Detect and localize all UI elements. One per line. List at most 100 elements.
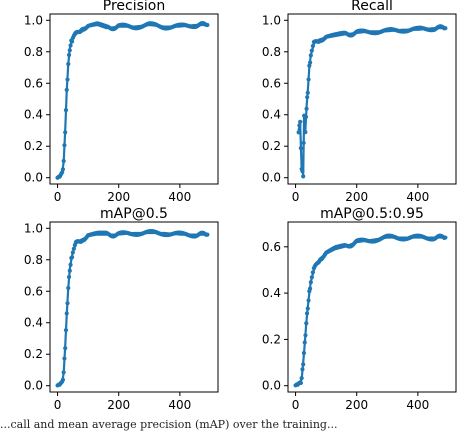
data-point — [63, 346, 68, 351]
data-point — [310, 43, 315, 49]
data-point — [205, 22, 210, 28]
data-point — [68, 43, 73, 48]
data-point — [70, 250, 75, 255]
x-tick-label: 200 — [107, 190, 130, 204]
series-line — [57, 231, 208, 387]
y-tick-label: 0.6 — [24, 76, 43, 90]
x-tick-label: 200 — [107, 398, 130, 412]
data-point — [310, 270, 315, 275]
y-tick-label: 0.6 — [262, 76, 281, 90]
data-point — [443, 235, 448, 240]
y-tick-label: 0.4 — [24, 108, 43, 122]
y-tick-label: 0.4 — [262, 286, 281, 300]
data-point — [297, 123, 302, 128]
data-point — [303, 130, 308, 135]
x-tick-label: 400 — [406, 398, 429, 412]
subplot-4: mAP@0.5:0.95 0 200 400 0.0 0.2 0.4 0.6 — [262, 206, 457, 412]
data-point — [303, 333, 308, 338]
data-point — [64, 87, 69, 92]
series-line — [297, 27, 446, 176]
data-point — [65, 77, 70, 82]
axes-frame — [49, 221, 219, 393]
figure-caption: ...call and mean average precision (mAP)… — [0, 418, 338, 431]
data-point — [66, 61, 71, 67]
data-point — [306, 298, 311, 303]
data-point — [298, 146, 304, 151]
data-point — [64, 311, 69, 316]
y-tick-label: 0.2 — [24, 139, 43, 153]
data-point — [62, 356, 67, 361]
x-tick-label: 0 — [292, 190, 300, 204]
axes-frame — [287, 221, 457, 393]
data-point — [69, 255, 75, 260]
data-point — [69, 39, 75, 44]
subplot-title: mAP@0.5:0.95 — [320, 206, 424, 222]
data-point — [205, 232, 210, 237]
y-tick-label: 1.0 — [24, 221, 43, 235]
y-tick-label: 0.2 — [262, 332, 281, 346]
data-point — [309, 48, 314, 53]
data-point — [308, 53, 313, 58]
data-point — [300, 168, 305, 174]
data-point — [71, 246, 76, 251]
data-point — [63, 328, 69, 333]
data-point — [306, 77, 311, 82]
y-tick-label: 0.0 — [24, 379, 43, 393]
data-point — [299, 376, 304, 381]
x-tick-label: 400 — [168, 398, 191, 412]
data-point — [304, 321, 309, 326]
data-point — [296, 130, 301, 135]
y-tick-label: 1.0 — [24, 13, 43, 27]
y-tick-label: 0.8 — [24, 253, 43, 267]
data-point — [305, 90, 310, 95]
data-point — [301, 174, 306, 179]
data-point — [68, 262, 73, 267]
subplot-title: Recall — [351, 0, 393, 14]
data-point — [307, 60, 313, 65]
x-tick-label: 400 — [168, 190, 191, 204]
data-point — [304, 311, 310, 316]
axes-frame — [287, 13, 457, 185]
x-tick-label: 400 — [406, 190, 429, 204]
subplot-title: Precision — [103, 0, 165, 14]
data-point — [305, 306, 310, 311]
data-point — [66, 285, 71, 291]
data-point — [308, 280, 313, 285]
y-tick-label: 0.0 — [262, 379, 281, 393]
data-point — [302, 340, 307, 345]
subplot-3: mAP@0.5 0 200 400 0.0 0.2 0.4 0.6 0.8 1.0 — [24, 206, 219, 412]
data-point — [65, 301, 70, 306]
x-tick-label: 200 — [345, 190, 368, 204]
data-point — [301, 140, 306, 146]
y-tick-label: 0.6 — [24, 284, 43, 298]
data-point — [301, 362, 306, 367]
data-point — [63, 108, 69, 113]
y-tick-label: 0.2 — [262, 139, 281, 153]
data-point — [305, 95, 310, 100]
data-point — [62, 143, 67, 148]
data-point — [298, 380, 304, 386]
data-point — [66, 274, 72, 280]
x-tick-label: 200 — [345, 398, 368, 412]
x-tick-label: 0 — [292, 398, 300, 412]
data-point — [61, 158, 66, 164]
y-tick-label: 0.4 — [24, 316, 43, 330]
y-tick-label: 0.2 — [24, 347, 43, 361]
subplot-title: mAP@0.5 — [100, 206, 168, 222]
series-line — [57, 23, 208, 179]
subplot-1: Precision 0 200 400 0.0 0.2 0.4 0.6 0.8 1.0 — [24, 0, 219, 204]
data-point — [304, 106, 309, 111]
y-tick-label: 0.6 — [262, 240, 281, 254]
subplot-2: Recall 0 200 400 0.0 0.2 0.4 0.6 0.8 1.0 — [262, 0, 457, 204]
data-point — [298, 119, 303, 124]
y-tick-label: 1.0 — [262, 13, 281, 27]
y-tick-label: 0.8 — [24, 45, 43, 59]
data-point — [309, 275, 314, 280]
y-tick-label: 0.8 — [262, 45, 281, 59]
data-point — [301, 350, 307, 356]
data-point — [66, 52, 72, 58]
x-tick-label: 0 — [54, 190, 62, 204]
axes-frame — [49, 13, 219, 185]
data-point — [302, 119, 307, 124]
